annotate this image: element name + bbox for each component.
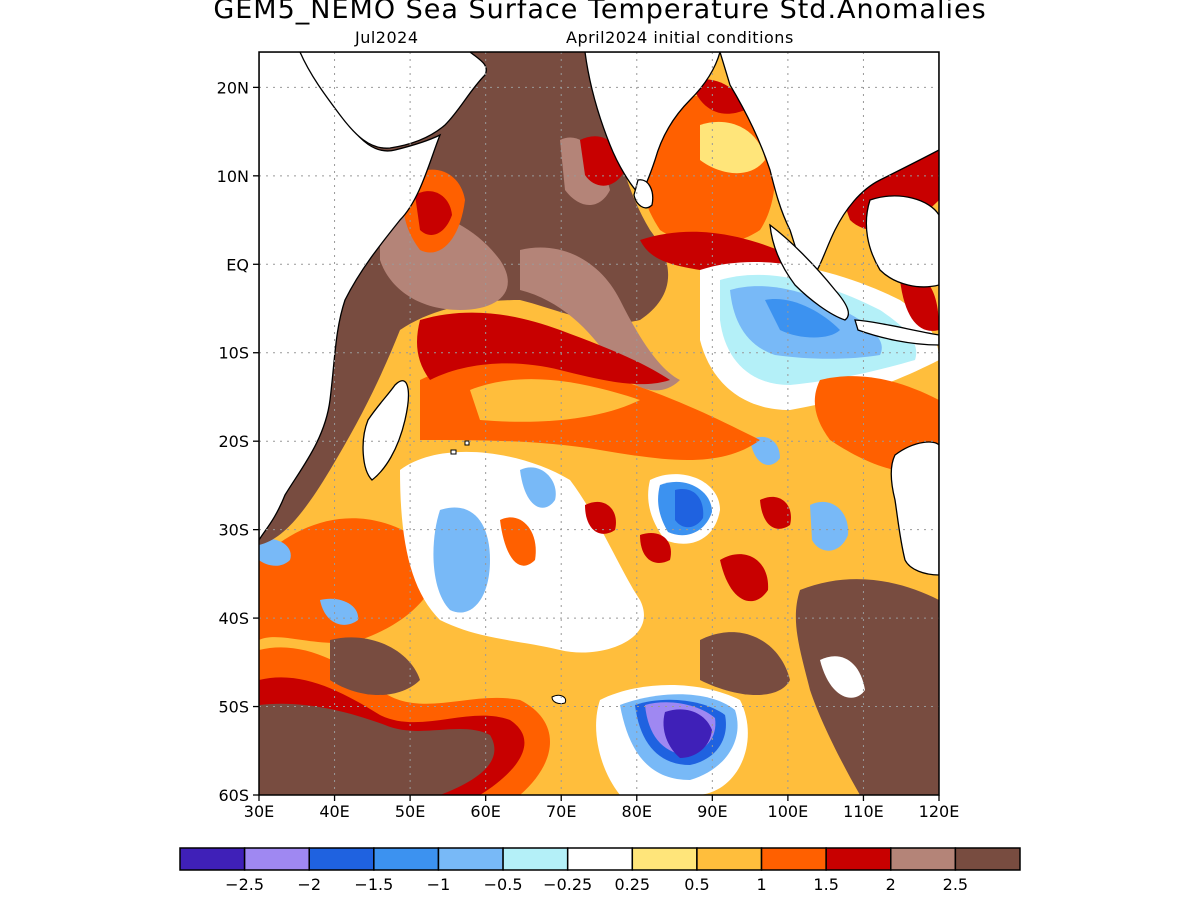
latitude-axis: 20N 10N EQ 10S 20S 30S 40S 50S 60S <box>217 78 259 805</box>
gridlines <box>259 52 939 795</box>
colorbar: −2.5 −2 −1.5 −1 −0.5 −0.25 0.25 0.5 1 1.5 2 2.5 <box>179 847 1021 894</box>
colorbar-label: 1.5 <box>813 875 838 894</box>
anomaly-region <box>900 276 939 331</box>
colorbar-label: 2 <box>886 875 896 894</box>
initial-conditions-label: April2024 initial conditions <box>566 28 794 47</box>
map-title: GEM5_NEMO Sea Surface Temperature Std.An… <box>213 0 987 25</box>
anomaly-region <box>700 121 765 174</box>
colorbar-label: 2.5 <box>943 875 968 894</box>
anomaly-region <box>720 554 769 602</box>
colorbar-swatch <box>631 847 698 871</box>
anomaly-region <box>259 518 437 643</box>
longitude-axis: 30E 40E 50E 60E 70E 80E 90E 100E 110E 120E <box>244 795 960 821</box>
island-kerguelen <box>551 694 567 705</box>
anomaly-region <box>330 637 420 695</box>
colorbar-label: −2.5 <box>225 875 264 894</box>
lon-tick-label: 90E <box>697 802 727 821</box>
lat-tick-label: 50S <box>218 698 249 717</box>
anomaly-region <box>810 501 849 551</box>
island-mascarene <box>464 440 470 446</box>
colorbar-swatch <box>437 847 504 871</box>
anomaly-region <box>585 501 616 534</box>
anomaly-region <box>820 656 865 698</box>
valid-month-label: Jul2024 <box>355 28 419 47</box>
lon-tick-label: 70E <box>546 802 576 821</box>
anomaly-region <box>795 579 939 795</box>
colorbar-swatch <box>825 847 892 871</box>
map-frame <box>258 51 940 796</box>
lat-tick-label: 30S <box>218 521 249 540</box>
anomaly-region <box>675 489 704 528</box>
lat-tick-label: 20N <box>217 78 249 97</box>
colorbar-label: 0.25 <box>614 875 650 894</box>
anomaly-region <box>520 247 680 391</box>
anomaly-region <box>750 436 780 465</box>
colorbar-swatch <box>760 847 827 871</box>
lon-tick-label: 40E <box>319 802 349 821</box>
anomaly-region <box>640 532 671 563</box>
anomaly-region <box>700 632 790 695</box>
sumatra-landmass <box>769 223 849 321</box>
australia-landmass <box>890 441 939 576</box>
anomaly-region <box>259 538 291 566</box>
lon-tick-label: 60E <box>470 802 500 821</box>
island-mascarene <box>450 449 457 455</box>
lat-tick-label: EQ <box>226 255 249 274</box>
colorbar-swatch <box>179 847 246 871</box>
lat-tick-label: 20S <box>218 432 249 451</box>
colorbar-swatch <box>566 847 634 871</box>
lon-tick-label: 100E <box>768 802 809 821</box>
colorbar-swatch <box>502 847 569 871</box>
lon-tick-label: 50E <box>395 802 425 821</box>
anomaly-region <box>690 79 745 114</box>
anomaly-region <box>433 507 490 613</box>
lon-tick-label: 120E <box>919 802 960 821</box>
anomaly-region <box>520 467 556 508</box>
colorbar-label: 1 <box>756 875 766 894</box>
colorbar-label: 0.5 <box>684 875 709 894</box>
colorbar-swatch <box>954 847 1021 871</box>
colorbar-label: −0.5 <box>484 875 523 894</box>
colorbar-label: −1.5 <box>354 875 393 894</box>
anomaly-region <box>470 379 640 422</box>
anomaly-region <box>259 703 495 795</box>
colorbar-label: −2 <box>297 875 321 894</box>
lon-tick-label: 80E <box>622 802 652 821</box>
sri-lanka-landmass <box>633 179 654 209</box>
colorbar-label: −0.25 <box>543 875 592 894</box>
colorbar-swatch <box>243 847 310 871</box>
madagascar-landmass <box>362 380 410 481</box>
lat-tick-label: 10N <box>217 167 249 186</box>
lat-tick-label: 10S <box>218 344 249 363</box>
colorbar-swatch <box>373 847 440 871</box>
colorbar-swatch <box>696 847 763 871</box>
lat-tick-label: 60S <box>218 786 249 805</box>
lon-tick-label: 30E <box>244 802 274 821</box>
borneo-landmass <box>865 195 939 288</box>
anomaly-region <box>760 496 791 529</box>
colorbar-swatch <box>890 847 957 871</box>
lon-tick-label: 110E <box>843 802 884 821</box>
java-landmass <box>854 319 939 346</box>
colorbar-swatch <box>308 847 375 871</box>
colorbar-label: −1 <box>427 875 451 894</box>
anomaly-region <box>765 299 840 338</box>
anomaly-field <box>259 52 939 795</box>
anomaly-region <box>415 191 452 235</box>
anomaly-region <box>663 709 712 758</box>
lat-tick-label: 40S <box>218 609 249 628</box>
anomaly-region <box>417 312 670 385</box>
